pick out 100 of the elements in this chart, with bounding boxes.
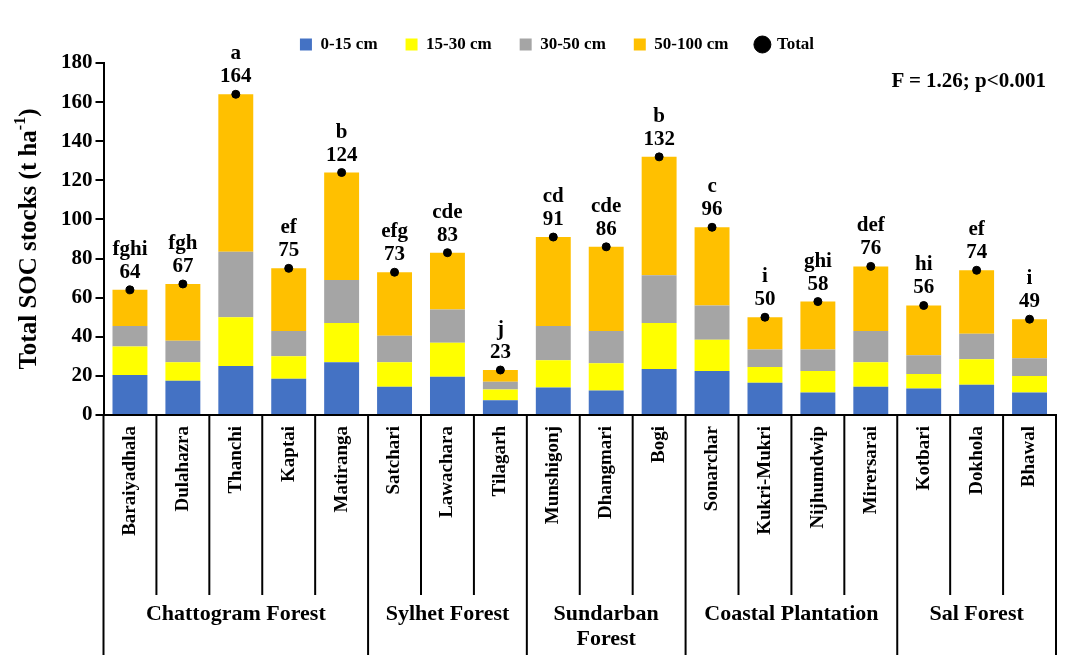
bar [377,272,412,336]
point [178,279,188,289]
y-tick-label: 160 [61,88,93,113]
bar [694,371,730,414]
x-tick-label: Dokhola [964,425,986,495]
bar [271,268,307,331]
bar [112,374,148,414]
bar [1012,319,1047,359]
data-label: efg 73 [381,218,409,266]
text: Chattogram Forest [145,599,327,625]
text: Sundarban Forest [553,599,659,650]
data-label: j 23 [489,316,511,364]
bar [959,384,995,414]
point [707,222,717,232]
bar [906,305,942,356]
data-label: def 76 [856,212,886,260]
point [548,232,558,242]
x-tick-label: Kaptai [276,426,298,482]
x-tick-label: Tilagarh [488,425,510,497]
bar [377,335,412,363]
y-tick-label: 0 [82,401,93,426]
y-tick-label: 60 [71,284,93,309]
bar [324,172,360,281]
bar [1012,392,1047,414]
bar [694,305,730,340]
point [601,242,611,252]
data-label: fgh 67 [168,229,198,277]
bar [1012,375,1047,393]
data-label: ef 74 [966,216,988,264]
bar [535,387,571,414]
bar [694,339,730,371]
bar [588,390,624,414]
data-label: hi 56 [913,251,935,299]
x-tick-label: Dulahazra [170,425,192,512]
x-tick-label: Sonarchar [699,425,721,512]
text: Sal Forest [929,599,1025,625]
bar [800,301,836,350]
annotation: F = 1.26; p<0.001 [891,67,1046,92]
data-label: i 50 [754,263,776,311]
bar [641,156,677,276]
bar [747,349,783,368]
y-tick-label: 20 [71,362,93,387]
x-tick-label: Mirersarai [858,426,880,515]
bar [377,386,412,414]
bar [747,317,783,350]
bar [430,309,465,343]
x-tick-label: Munshigonj [541,426,563,525]
bar [535,237,571,327]
bar [588,246,624,331]
bar [165,283,201,341]
point [390,267,400,277]
bar [112,346,148,375]
point [919,300,929,310]
data-label: ef 75 [278,214,300,262]
y-tick-label: 180 [61,49,93,74]
bar [959,270,995,334]
bar [959,359,995,385]
bar [641,323,677,370]
bar [906,388,942,414]
bar [535,326,571,361]
point [125,285,135,295]
data-label: b 132 [643,102,675,150]
bar [165,340,201,363]
data-label: b 124 [325,118,358,166]
bar [800,392,836,414]
x-tick-label: Lawachara [435,425,457,518]
bar [800,349,836,371]
data-label: fghi 64 [112,235,148,283]
x-tick-label: Bogi [647,426,669,463]
point [813,297,823,307]
bar [482,400,518,414]
point [654,152,664,162]
bar [853,266,889,331]
bar [271,378,307,414]
point [284,263,294,273]
x-tick-label: Baraiyadhala [117,425,139,536]
y-tick-label: 40 [71,323,93,348]
bar [906,355,942,374]
bar [588,363,624,391]
bar [377,362,412,387]
bar [641,275,677,324]
bar [324,323,360,363]
bar [430,376,465,414]
x-tick-label: Kotbari [911,426,933,491]
bar [218,317,254,367]
bar [694,227,730,306]
point [972,265,982,275]
bar [271,356,307,379]
x-tick-label: Bhawal [1017,426,1039,488]
legend-label: 15-30 cm [426,33,492,53]
point [1025,314,1035,324]
bar [112,326,148,347]
x-tick-label: Matiranga [329,425,351,513]
data-label: cd 91 [542,183,565,231]
bar [906,373,942,389]
bar [641,369,677,414]
y-tick-label: 80 [71,244,93,269]
bar [324,362,360,414]
y-axis-title: Total SOC stocks (t ha-1) [11,108,43,370]
text: Coastal Plantation [704,599,879,625]
